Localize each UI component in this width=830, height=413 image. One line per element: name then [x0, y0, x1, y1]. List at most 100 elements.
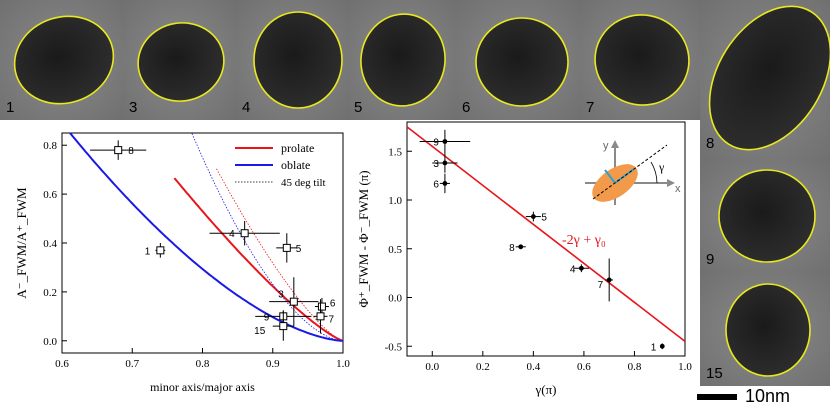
fit-label: -2γ + γ₀: [562, 233, 606, 248]
inset-angle-label: γ: [658, 160, 665, 174]
data-point-label: 8: [128, 146, 134, 157]
data-point-label: 5: [296, 244, 302, 255]
scale-bar-label: 10nm: [745, 386, 791, 406]
data-point: [289, 297, 298, 306]
data-point: [442, 160, 448, 166]
data-point-label: 6: [433, 179, 439, 190]
x-axis-label: γ(π): [535, 382, 557, 397]
micrograph-1: 1: [0, 0, 123, 120]
scale-bar: [697, 394, 737, 400]
data-point-label: 9: [264, 312, 270, 323]
inset-y-arrow: [611, 140, 619, 148]
micrograph-image: [456, 0, 580, 120]
data-point: [530, 214, 536, 219]
data-point: [317, 302, 326, 311]
micrograph-6: 6: [456, 0, 580, 120]
micrograph-label: 6: [462, 99, 471, 116]
micrograph-label: 5: [354, 99, 363, 116]
micrograph-label: 3: [129, 99, 138, 116]
x-tick-label: 0.2: [476, 361, 490, 373]
y-tick-label: -0.5: [385, 341, 403, 353]
micrograph-5: 5: [348, 0, 456, 120]
micrograph-image: [700, 160, 830, 272]
prolate-curve: [173, 177, 343, 342]
micrograph-9: 9: [700, 160, 830, 272]
legend-label-tilt: 45 deg tilt: [281, 177, 326, 189]
plot-frame: [61, 132, 344, 354]
x-tick-label: 0.7: [125, 358, 139, 370]
data-point-label: 1: [145, 246, 151, 257]
data-point-label: 1: [651, 342, 657, 353]
legend-label-prolate: prolate: [281, 141, 314, 155]
micrograph-image: [580, 0, 700, 120]
data-point: [282, 243, 291, 252]
micrograph-label: 15: [706, 365, 723, 382]
micrograph-8: 8: [700, 0, 830, 160]
micrograph-image: [123, 0, 236, 120]
micrograph-15: 15: [700, 272, 830, 386]
x-tick-label: 1.0: [678, 361, 692, 373]
y-axis-label: Φ⁺_FWM - Φ⁻_FWM (π): [356, 170, 371, 307]
inset-major-axis: [614, 168, 635, 184]
y-axis-label: A⁻_FWM/A⁺_FWM: [14, 187, 29, 299]
micrograph-label: 4: [242, 99, 251, 116]
data-point-label: 9: [433, 138, 439, 149]
data-point-label: 4: [570, 264, 576, 275]
data-point-label: 8: [509, 243, 515, 254]
data-point-label: 6: [330, 299, 336, 310]
data-point: [578, 265, 584, 271]
data-point-label: 5: [541, 213, 547, 224]
data-point: [114, 146, 123, 155]
data-point: [442, 139, 448, 144]
micrograph-7: 7: [580, 0, 700, 120]
inset-ellipse: [592, 164, 638, 202]
x-tick-label: 0.0: [425, 361, 439, 373]
micrograph-image: [348, 0, 456, 120]
y-tick-label: 0.2: [43, 287, 57, 299]
micrograph-label: 9: [706, 251, 715, 268]
legend-label-oblate: oblate: [281, 158, 310, 172]
data-point: [659, 343, 665, 349]
data-point: [240, 229, 249, 238]
y-tick-label: 0.8: [43, 140, 57, 152]
data-point-label: 7: [329, 314, 335, 325]
x-tick-label: 0.8: [196, 358, 210, 370]
data-point: [606, 277, 612, 283]
micrograph-4: 4: [236, 0, 348, 120]
data-point-label: 4: [229, 229, 235, 240]
micrograph-label: 7: [586, 99, 595, 116]
inset-minor-axis: [604, 169, 616, 184]
micrograph-image: [236, 0, 348, 120]
fit-group: [407, 126, 685, 343]
inset-y-label: y: [603, 140, 609, 152]
x-tick-label: 0.6: [577, 361, 591, 373]
plot-frame: [406, 121, 686, 357]
y-tick-label: 1.5: [388, 146, 402, 158]
micrograph-label: 8: [706, 135, 715, 152]
data-point-label: 3: [433, 159, 439, 170]
data-point-label: 3: [278, 290, 284, 301]
micrograph-image: [700, 0, 830, 160]
inset-tilt-line: [592, 144, 668, 200]
model-curves: [68, 133, 343, 342]
micrograph-image: [0, 0, 123, 120]
y-tick-label: 0.0: [43, 336, 57, 348]
inset-angle-arc: [650, 161, 658, 184]
y-tick-label: 0.4: [43, 238, 57, 250]
data-point: [442, 181, 448, 186]
x-tick-label: 0.9: [266, 358, 280, 370]
x-tick-label: 0.8: [628, 361, 642, 373]
data-point: [279, 322, 288, 331]
data-point: [156, 246, 165, 255]
micrograph-label: 1: [6, 99, 15, 116]
data-point: [518, 244, 524, 250]
prolate-45-curve: [216, 168, 343, 342]
y-tick-label: 0.6: [43, 189, 57, 201]
data-point: [316, 312, 325, 321]
x-tick-label: 1.0: [336, 358, 350, 370]
x-tick-label: 0.4: [526, 361, 540, 373]
y-tick-label: 0.5: [388, 244, 402, 256]
x-axis-label: minor axis/major axis: [150, 380, 255, 394]
micrograph-image: [700, 272, 830, 386]
data-point-label: 7: [598, 280, 604, 291]
